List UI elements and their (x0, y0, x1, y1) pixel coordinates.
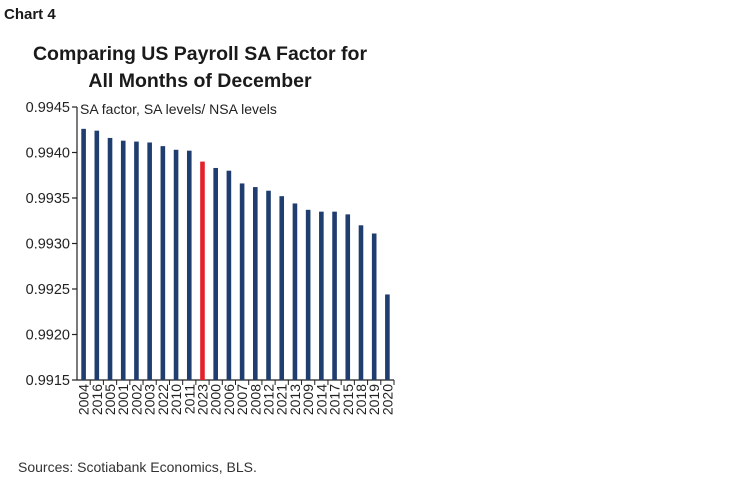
x-tick-label: 2003 (142, 384, 158, 415)
bar-2023 (200, 161, 205, 380)
x-tick-label: 2013 (287, 384, 303, 415)
bar-2004 (81, 128, 86, 380)
bar-2003 (147, 142, 152, 380)
x-tick-label: 2009 (300, 384, 316, 415)
x-tick-label: 2011 (181, 384, 197, 414)
bar-2002 (134, 141, 139, 380)
bar-2016 (94, 130, 100, 380)
bar-2019 (371, 233, 377, 380)
x-tick-label: 2008 (247, 384, 263, 415)
source-note: Sources: Scotiabank Economics, BLS. (18, 459, 257, 475)
bar-2007 (239, 183, 245, 380)
bar-2015 (345, 214, 351, 380)
chart-label: Chart 4 (4, 6, 56, 23)
x-tick-label: 2007 (234, 384, 250, 415)
y-tick-label: 0.9935 (26, 191, 70, 207)
bar-2001 (120, 140, 126, 380)
x-tick-label: 2006 (221, 384, 237, 415)
x-tick-label: 2018 (353, 384, 369, 415)
x-tick-label: 2012 (261, 384, 277, 415)
bar-2017 (332, 211, 337, 380)
x-tick-label: 2022 (155, 384, 171, 415)
x-tick-label: 2004 (76, 384, 92, 415)
x-tick-label: 2002 (128, 384, 144, 415)
chart-annotation: SA factor, SA levels/ NSA levels (80, 101, 277, 117)
x-tick-label: 2016 (89, 384, 105, 415)
bar-2011 (186, 150, 192, 380)
x-tick-label: 2020 (379, 384, 395, 415)
x-tick-label: 2014 (313, 384, 329, 415)
y-tick-label: 0.9925 (26, 282, 70, 298)
chart-title: Comparing US Payroll SA Factor for All M… (0, 41, 400, 95)
x-tick-label: 2017 (327, 384, 343, 415)
bar-2006 (226, 170, 232, 380)
y-tick-label: 0.9915 (26, 373, 70, 389)
x-tick-label: 2010 (168, 384, 184, 415)
bar-2014 (319, 211, 324, 380)
bar-2005 (107, 137, 113, 380)
x-tick-label: 2000 (208, 384, 224, 415)
bar-2020 (385, 294, 390, 380)
bar-2022 (160, 146, 166, 380)
chart-title-line-2: All Months of December (88, 70, 312, 92)
y-tick-label: 0.9945 (26, 100, 70, 116)
bar-2010 (173, 149, 179, 380)
x-tick-label: 2001 (115, 384, 131, 415)
x-tick-label: 2005 (102, 384, 118, 415)
x-tick-label: 2023 (194, 384, 210, 415)
x-tick-label: 2021 (274, 384, 290, 415)
bar-2021 (279, 196, 285, 380)
bar-2013 (292, 203, 298, 380)
x-tick-label: 2019 (366, 384, 382, 415)
bar-2018 (358, 225, 364, 380)
y-tick-label: 0.9940 (26, 146, 70, 162)
y-tick-label: 0.9920 (26, 328, 70, 344)
y-tick-label: 0.9930 (26, 237, 70, 253)
bar-2012 (266, 190, 271, 380)
bar-2008 (253, 187, 258, 380)
x-tick-label: 2015 (340, 384, 356, 415)
chart-title-line-1: Comparing US Payroll SA Factor for (32, 43, 368, 65)
bar-2000 (213, 167, 218, 380)
bar-2009 (305, 209, 311, 380)
